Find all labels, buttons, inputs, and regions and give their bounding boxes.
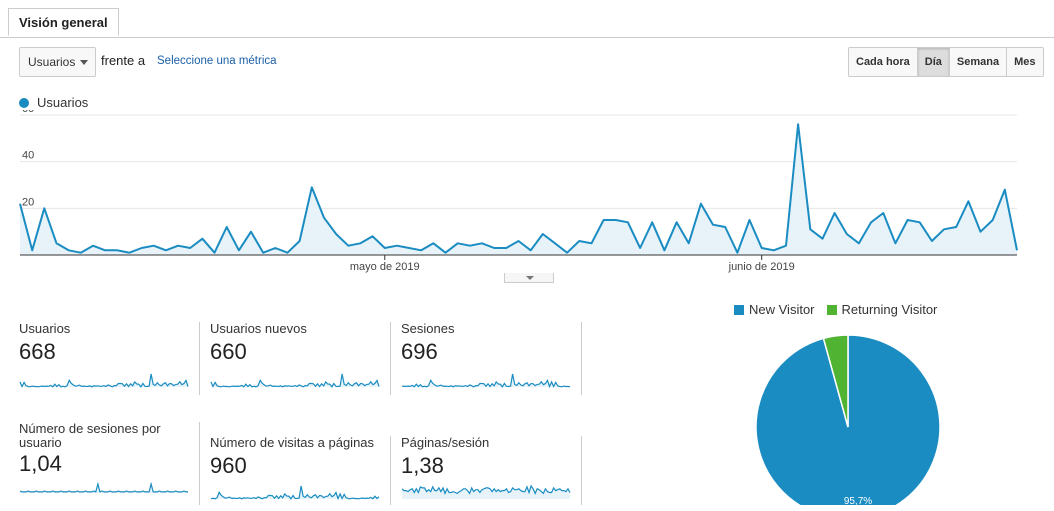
tile-value: 660 [210, 339, 247, 364]
tile-sparkline [19, 373, 189, 388]
tile-users[interactable]: Usuarios 668 [19, 322, 189, 397]
sparkline-line [401, 484, 571, 495]
series-line [19, 123, 1018, 254]
tile-divider [581, 322, 582, 395]
tile-sparkline [210, 485, 380, 500]
tile-divider [581, 436, 582, 505]
tile-sessions-per-user[interactable]: Número de sesiones por usuario 1,04 [19, 422, 189, 497]
tile-new-users[interactable]: Usuarios nuevos 660 [210, 322, 380, 397]
tile-pageviews[interactable]: Número de visitas a páginas 960 [210, 436, 380, 511]
month-button[interactable]: Mes [1006, 47, 1044, 77]
tile-value: 668 [19, 339, 56, 364]
legend-label: Returning Visitor [841, 302, 938, 317]
tile-divider [199, 422, 200, 505]
visitor-type-pie-chart: 95,7% [755, 334, 941, 505]
legend-item-returning-visitor[interactable]: Returning Visitor [826, 302, 938, 317]
legend-swatch-icon [826, 304, 837, 315]
y-tick-label: 60 [22, 110, 34, 115]
users-line-chart: 60 40 20 mayo de 2019 junio de 2019 [19, 110, 1018, 273]
sparkline-area [20, 374, 188, 387]
tile-label: Usuarios nuevos [210, 321, 307, 336]
tile-value: 1,38 [401, 453, 444, 478]
versus-label: frente a [101, 53, 146, 68]
tile-sessions[interactable]: Sesiones 696 [401, 322, 571, 397]
legend-label: New Visitor [749, 302, 815, 317]
tab-bar: Visión general [0, 0, 1054, 38]
tile-label: Sesiones [401, 321, 455, 336]
pie-slice-label: 95,7% [844, 496, 872, 505]
chart-legend: Usuarios [19, 95, 88, 110]
sparkline-area [402, 486, 570, 499]
metric-dropdown[interactable]: Usuarios [19, 47, 96, 77]
tile-value: 696 [401, 339, 438, 364]
y-tick-label: 40 [22, 150, 34, 162]
legend-item-new-visitor[interactable]: New Visitor [734, 302, 815, 317]
tile-sparkline [401, 484, 571, 499]
hourly-button[interactable]: Cada hora [848, 47, 918, 77]
tile-divider [390, 322, 391, 395]
pie-legend: New Visitor Returning Visitor [734, 302, 949, 317]
day-button[interactable]: Día [916, 47, 950, 77]
series-area [20, 124, 1017, 255]
week-button[interactable]: Semana [948, 47, 1008, 77]
sparkline-line [210, 373, 380, 388]
legend-swatch-icon [734, 304, 744, 315]
tile-pages-per-session[interactable]: Páginas/sesión 1,38 [401, 436, 571, 511]
tab-overview[interactable]: Visión general [8, 8, 119, 36]
metric-dropdown-value: Usuarios [28, 55, 76, 69]
x-tick-label: mayo de 2019 [350, 261, 420, 273]
sparkline-line [19, 373, 189, 388]
chevron-down-icon [526, 276, 534, 280]
tile-label: Páginas/sesión [401, 435, 490, 450]
sparkline-area [211, 374, 379, 387]
legend-dot-icon [19, 97, 29, 108]
y-tick-label: 20 [22, 196, 34, 208]
legend-series-label: Usuarios [37, 95, 89, 110]
x-tick-label: junio de 2019 [728, 261, 795, 273]
sparkline-line [401, 373, 571, 388]
sparkline-area [402, 374, 570, 387]
select-metric-link[interactable]: Seleccione una métrica [157, 55, 277, 67]
chevron-down-icon [80, 60, 88, 65]
chart-expand-handle[interactable] [504, 273, 554, 283]
pie-slice-returning-visitor[interactable] [822, 334, 849, 428]
tile-sparkline [401, 373, 571, 388]
sparkline-line [19, 482, 188, 493]
tile-label: Número de visitas a páginas [210, 435, 375, 450]
granularity-toggle: Cada hora Día Semana Mes [848, 47, 1044, 77]
tile-divider [390, 436, 391, 505]
tile-value: 960 [210, 453, 247, 478]
tile-value: 1,04 [19, 451, 62, 476]
sparkline-area [211, 486, 379, 499]
tile-sparkline [19, 482, 188, 493]
sparkline-line [210, 485, 380, 500]
tile-label: Número de sesiones por usuario [19, 421, 161, 450]
tile-divider [199, 322, 200, 395]
tile-sparkline [210, 373, 380, 388]
tile-label: Usuarios [19, 321, 71, 336]
